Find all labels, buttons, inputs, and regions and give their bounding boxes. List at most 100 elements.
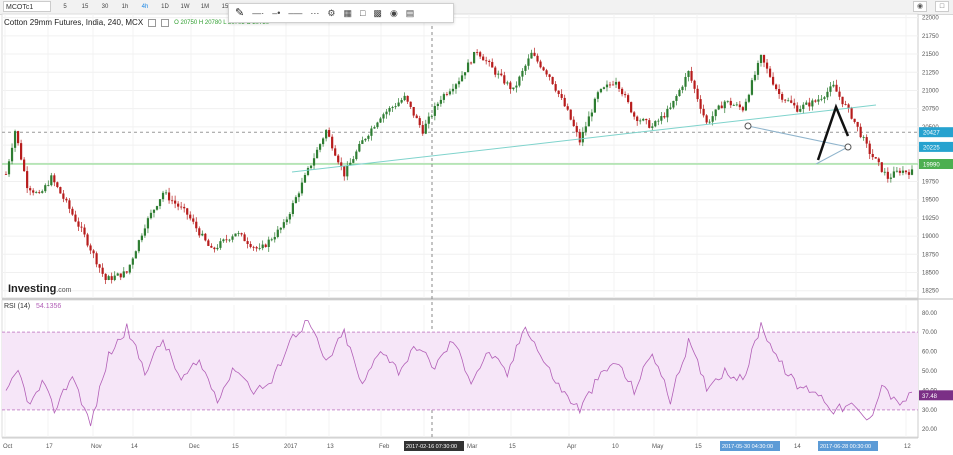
candle-body [633,112,636,117]
x-tick-label: 15 [509,444,516,450]
color-icon[interactable]: ⋯ [310,8,320,18]
candle-body [391,107,394,108]
trash-icon[interactable]: ▤ [405,8,415,18]
candle-body [717,105,720,110]
candle-body [448,91,452,95]
pen-icon[interactable]: ✎ [235,7,245,19]
candle-body [892,171,895,178]
candle-body [771,76,775,85]
candle-body [756,62,760,75]
gear-icon[interactable]: ⚙ [327,8,336,18]
legend-ohlc: O 20750 H 20780 L 20705 C 20750 [174,19,270,26]
candle-body [584,126,587,132]
candle-body [482,56,485,61]
candle-body [693,80,696,89]
candle-body [708,121,711,123]
candle-body [204,233,207,241]
line-dash-icon[interactable]: –— [288,8,303,18]
rsi-line [5,320,913,427]
candle-body [74,214,77,222]
candle-body [590,112,593,117]
candle-body [86,234,89,246]
interval-1w[interactable]: 1W [180,4,190,10]
camera-icon[interactable]: ◉ [913,1,927,12]
price-tag-label: 19990 [923,163,940,169]
line-width-icon[interactable]: –• [272,8,281,18]
candle-body [627,95,630,103]
window-icon[interactable]: □ [935,1,949,12]
interval-1d[interactable]: 1D [161,4,169,10]
interval-1m[interactable]: 1M [200,4,210,10]
interval-15[interactable]: 15 [81,4,89,10]
x-tick-label: 14 [794,444,801,450]
candle-body [560,94,563,98]
candle-body [35,192,38,193]
candle-body [364,138,367,141]
legend-close-icon[interactable] [161,18,170,27]
candle-body [747,94,751,102]
candle-body [273,236,276,240]
candle-body [219,241,222,248]
candle-body [759,54,763,63]
candle-body [451,88,455,92]
candle-body [835,84,838,92]
drawing-toolbar: ✎ —· –• –— ⋯ ⚙ ▦ □ ▩ ◉ ▤ [228,3,454,23]
candle-body [605,84,609,88]
x-tick-label: Dec [189,444,200,450]
square-icon[interactable]: □ [359,8,366,18]
x-tick-label: 15 [232,444,239,450]
template-icon[interactable]: ▦ [343,8,352,18]
candle-body [596,92,600,99]
interval-30[interactable]: 30 [101,4,109,10]
lock-icon[interactable]: ▩ [373,8,382,18]
candle-body [47,185,50,186]
candle-body [530,52,533,59]
candle-body [20,143,23,160]
interval-extra[interactable]: 15 [221,4,229,10]
candle-body [379,118,382,123]
candle-body [50,175,53,186]
eye-icon[interactable]: ◉ [389,8,398,18]
candle-body [189,214,192,219]
interval-1h[interactable]: 1h [121,4,129,10]
candle-body [388,107,391,112]
interval-5[interactable]: 5 [63,4,67,10]
candle-body [533,52,536,56]
candle-body [128,264,131,273]
candle-body [479,52,482,57]
candle-body [276,229,279,237]
candle-body [421,125,424,134]
toolbar-right: ◉ □ [913,1,949,12]
symbol-input[interactable]: MCOTc1 [3,1,51,12]
price-tick-label: 22000 [922,16,939,22]
candle-body [116,273,119,276]
candle-body [802,104,805,110]
candle-body [258,248,261,249]
candle-body [654,121,657,127]
candle-body [231,236,234,240]
candle-body [95,253,98,265]
candle-body [228,239,231,241]
x-tick-label: Oct [3,444,13,450]
candle-body [723,101,726,109]
candle-body [536,55,539,62]
interval-4h[interactable]: 4h [141,4,149,10]
x-tick-label: Nov [91,444,102,450]
candle-body [657,120,660,122]
candle-body [125,271,128,273]
candle-body [318,144,322,150]
candle-body [768,68,772,77]
candle-body [44,185,47,192]
candle-body [294,197,298,204]
line-style-icon[interactable]: —· [252,8,265,18]
candle-body [180,206,183,208]
rsi-band [2,332,918,410]
interval-bar: 5 15 30 1h 4h 1D 1W 1M 15 [55,0,235,14]
candle-body [548,74,551,77]
rsi-legend: RSI (14) 54.1356 [4,303,61,310]
x-tick-label: 13 [327,444,334,450]
legend-settings-icon[interactable] [148,18,157,27]
candle-body [901,170,905,173]
candle-body [702,108,705,116]
